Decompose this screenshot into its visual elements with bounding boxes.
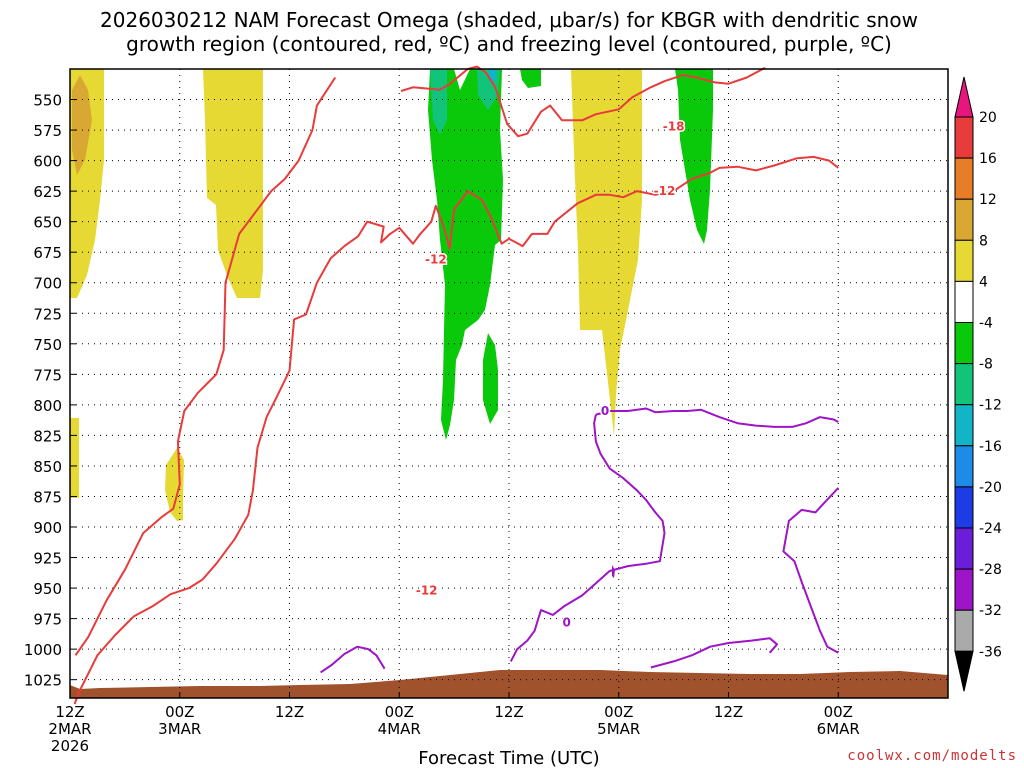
colorbar-label: -32 — [979, 603, 1002, 619]
y-tick-label: 950 — [33, 580, 62, 598]
x-tick-label: 2026 — [51, 737, 89, 755]
colorbar-label: 12 — [979, 192, 997, 208]
colorbar-segment — [955, 569, 973, 610]
x-tick-label: 4MAR — [378, 720, 421, 738]
colorbar-label: -8 — [979, 357, 993, 373]
colorbar: 20 16 12 8 4 -4 -8 -12 -16 -20 -24 -28 -32 -36 — [955, 77, 1002, 691]
y-tick-label: 850 — [33, 458, 62, 476]
x-tick-label: 5MAR — [597, 720, 640, 738]
y-tick-label: 975 — [33, 611, 62, 629]
x-tick-label: 6MAR — [817, 720, 860, 738]
colorbar-segment — [955, 610, 973, 651]
omega-region-yellow — [70, 418, 79, 498]
colorbar-label: -36 — [979, 644, 1002, 660]
colorbar-segment — [955, 364, 973, 405]
y-tick-label: 875 — [33, 488, 62, 506]
colorbar-segment — [955, 117, 973, 158]
chart-title-line-1: 2026030212 NAM Forecast Omega (shaded, μ… — [100, 8, 918, 32]
colorbar-cap-bottom — [955, 651, 973, 691]
contour-label-minus12: -12 — [416, 584, 438, 598]
colorbar-segment — [955, 405, 973, 446]
colorbar-label: -16 — [979, 439, 1002, 455]
y-tick-label: 900 — [33, 519, 62, 537]
credit-text: coolwx.com/modelts — [847, 748, 1017, 764]
colorbar-cap-top — [955, 77, 973, 117]
x-tick-label: 00Z — [165, 703, 194, 721]
x-tick-label: 12Z — [714, 703, 743, 721]
x-tick-label: 12Z — [275, 703, 304, 721]
y-tick-label: 625 — [33, 183, 62, 201]
colorbar-segment — [955, 323, 973, 364]
colorbar-label: -24 — [979, 521, 1002, 537]
colorbar-segment — [955, 199, 973, 240]
contour-label-zero: 0 — [562, 615, 570, 629]
colorbar-segment — [955, 487, 973, 528]
colorbar-label: -28 — [979, 562, 1002, 578]
x-tick-label: 00Z — [385, 703, 414, 721]
colorbar-segment — [955, 528, 973, 569]
chart-title-line-2: growth region (contoured, red, ºC) and f… — [126, 32, 892, 56]
y-tick-label: 575 — [33, 122, 62, 140]
omega-time-height-chart: 2026030212 NAM Forecast Omega (shaded, μ… — [0, 0, 1024, 768]
x-tick-label: 2MAR — [48, 720, 91, 738]
contour-label-minus12: -12 — [425, 253, 447, 267]
y-tick-label: 775 — [33, 366, 62, 384]
colorbar-segment — [955, 240, 973, 281]
colorbar-segment — [955, 281, 973, 322]
x-tick-label: 00Z — [604, 703, 633, 721]
y-tick-label: 600 — [33, 153, 62, 171]
y-tick-label: 700 — [33, 275, 62, 293]
x-axis-title: Forecast Time (UTC) — [418, 748, 599, 768]
colorbar-label: -12 — [979, 398, 1002, 414]
y-tick-label: 550 — [33, 92, 62, 110]
x-tick-label: 00Z — [824, 703, 853, 721]
y-tick-label: 750 — [33, 336, 62, 354]
contour-label-zero: 0 — [601, 404, 609, 418]
contour-label-minus18: -18 — [663, 119, 685, 133]
colorbar-segment — [955, 158, 973, 199]
x-tick-label: 12Z — [494, 703, 523, 721]
colorbar-label: 16 — [979, 151, 997, 167]
colorbar-label: 20 — [979, 110, 997, 126]
y-tick-label: 675 — [33, 244, 62, 262]
colorbar-label: -4 — [979, 316, 993, 332]
x-tick-label: 3MAR — [158, 720, 201, 738]
y-tick-label: 1025 — [24, 672, 62, 690]
colorbar-label: 8 — [979, 233, 988, 249]
y-tick-label: 725 — [33, 305, 62, 323]
y-tick-label: 800 — [33, 397, 62, 415]
y-axis-pressure: 550 575 600 625 650 675 700 725 750 775 800 825 850 8… — [24, 92, 76, 690]
y-tick-label: 925 — [33, 550, 62, 568]
colorbar-segment — [955, 446, 973, 487]
contour-label-minus12: -12 — [654, 184, 676, 198]
x-tick-label: 12Z — [55, 703, 84, 721]
y-tick-label: 650 — [33, 214, 62, 232]
y-tick-label: 1000 — [24, 641, 62, 659]
y-tick-label: 825 — [33, 427, 62, 445]
colorbar-label: -20 — [979, 480, 1002, 496]
colorbar-label: 4 — [979, 274, 988, 290]
